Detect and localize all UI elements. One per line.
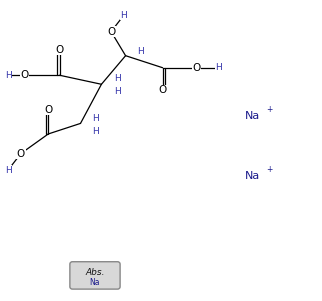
- Text: H: H: [121, 11, 127, 20]
- Text: O: O: [44, 105, 52, 115]
- Text: +: +: [267, 165, 273, 174]
- Text: Abs.: Abs.: [85, 268, 105, 277]
- Text: H: H: [5, 71, 11, 80]
- Text: H: H: [93, 127, 99, 136]
- Text: H: H: [216, 63, 222, 72]
- Text: O: O: [192, 63, 201, 73]
- Text: O: O: [158, 85, 167, 95]
- Text: H: H: [5, 166, 11, 175]
- Text: O: O: [20, 70, 28, 80]
- Text: Na: Na: [245, 171, 260, 181]
- Text: H: H: [137, 47, 143, 56]
- Text: O: O: [17, 148, 25, 159]
- FancyBboxPatch shape: [70, 262, 120, 289]
- Text: Na: Na: [245, 111, 260, 121]
- Text: O: O: [107, 26, 115, 37]
- Text: Na: Na: [90, 278, 100, 287]
- Text: O: O: [55, 45, 64, 55]
- Text: +: +: [267, 105, 273, 114]
- Text: H: H: [93, 114, 99, 123]
- Text: H: H: [114, 87, 121, 96]
- Text: H: H: [114, 74, 121, 83]
